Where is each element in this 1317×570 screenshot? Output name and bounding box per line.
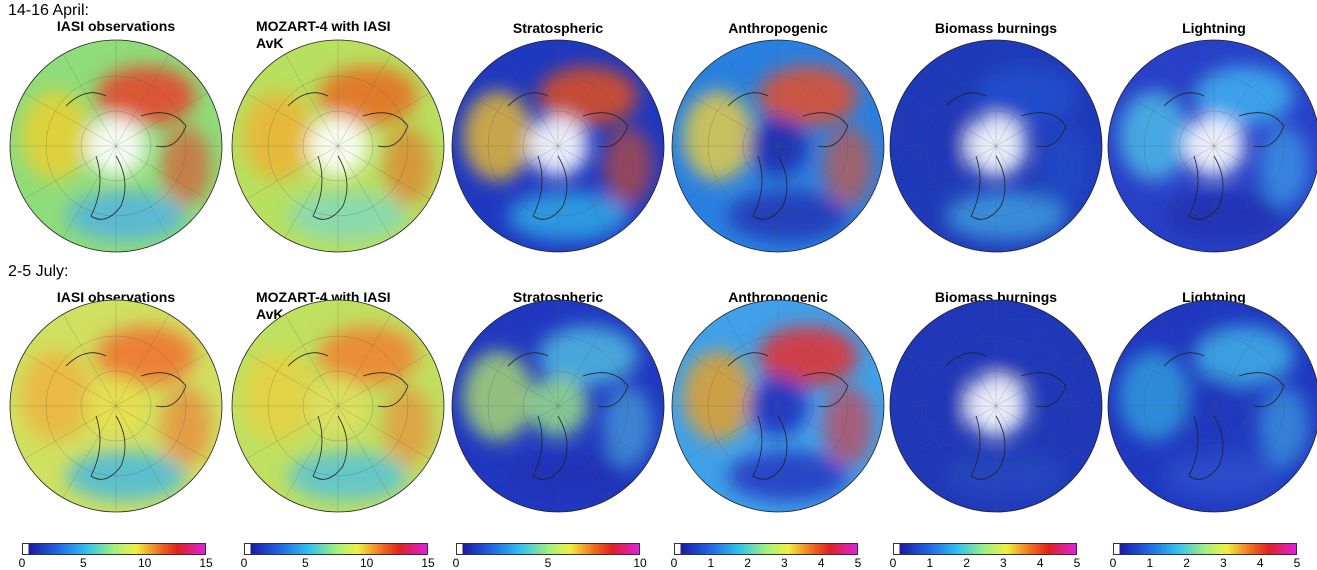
colorbar-tick-label: 3 <box>1220 556 1227 570</box>
colorbar-tick-label: 1 <box>1146 556 1154 570</box>
colorbar-tick-label: 10 <box>137 556 152 570</box>
panel-title-1-0: IASI observations <box>10 289 222 306</box>
colorbar-tick-label: 4 <box>817 556 825 570</box>
colorbar-tick-label: 1 <box>926 556 934 570</box>
colorbar-tick-label: 5 <box>301 556 309 570</box>
polar-map-1-5 <box>1107 299 1317 513</box>
panel-title-0-5: Lightning <box>1108 20 1317 37</box>
polar-map-1-4 <box>889 299 1103 513</box>
colorbar-tick-label: 0 <box>1109 556 1117 570</box>
panel-title-0-4: Biomass burnings <box>890 20 1102 37</box>
colorbar-0 <box>22 543 206 555</box>
polar-map-0-2 <box>451 39 665 253</box>
panel-title-line1: MOZART-4 with IASI <box>256 289 391 305</box>
panel-title-line2: AvK <box>256 306 284 322</box>
polar-map-1-1 <box>231 299 445 513</box>
polar-map-1-0 <box>9 299 223 513</box>
row-label-april: 14-16 April: <box>8 2 89 19</box>
colorbar-tick-label: 0 <box>18 556 26 570</box>
polar-map-0-3 <box>671 39 885 253</box>
colorbar-tick-label: 2 <box>1183 556 1190 570</box>
colorbar-tick-label: 0 <box>240 556 248 570</box>
colorbar-4 <box>893 543 1077 555</box>
polar-map-0-4 <box>889 39 1103 253</box>
panel-title-0-2: Stratospheric <box>452 20 664 37</box>
panel-title-line1: Biomass burnings <box>934 289 1058 305</box>
colorbar-tick-label: 15 <box>421 556 435 570</box>
polar-map-0-0 <box>9 39 223 253</box>
colorbar-tick-label: 2 <box>963 556 970 570</box>
polar-map-0-5 <box>1107 39 1317 253</box>
polar-map-0-1 <box>231 39 445 253</box>
colorbar-tick-label: 5 <box>1073 556 1081 570</box>
colorbar-tick-label: 0 <box>889 556 897 570</box>
panel-title-line2: AvK <box>256 35 284 51</box>
colorbar-5 <box>1113 543 1297 555</box>
polar-map-1-2 <box>451 299 665 513</box>
colorbar-tick-label: 10 <box>359 556 374 570</box>
panel-title-line1: Biomass burnings <box>934 20 1058 36</box>
colorbar-tick-label: 3 <box>1000 556 1007 570</box>
colorbar-tick-label: 5 <box>854 556 862 570</box>
colorbar-tick-label: 5 <box>79 556 87 570</box>
panel-title-0-3: Anthropogenic <box>672 20 884 37</box>
row-label-july: 2-5 July: <box>8 263 69 280</box>
colorbar-1 <box>244 543 428 555</box>
panel-title-1-2: Stratospheric <box>452 289 664 306</box>
panel-title-line1: IASI observations <box>56 289 176 305</box>
panel-title-line1: Stratospheric <box>512 20 604 36</box>
panel-title-line1: Lightning <box>1182 20 1246 36</box>
panel-title-line1: IASI observations <box>56 18 176 34</box>
colorbar-tick-label: 0 <box>670 556 678 570</box>
colorbar-tick-label: 5 <box>544 556 552 570</box>
colorbar-tick-label: 1 <box>707 556 715 570</box>
colorbar-tick-label: 0 <box>452 556 460 570</box>
colorbar-3 <box>674 543 858 555</box>
colorbar-tick-label: 3 <box>781 556 788 570</box>
colorbar-tick-label: 15 <box>199 556 213 570</box>
colorbar-2 <box>456 543 640 555</box>
colorbar-tick-label: 5 <box>1293 556 1301 570</box>
panel-title-1-4: Biomass burnings <box>890 289 1102 306</box>
panel-title-line1: Anthropogenic <box>728 20 828 36</box>
panel-title-0-0: IASI observations <box>10 18 222 35</box>
panel-title-line1: Stratospheric <box>512 289 604 305</box>
panel-title-line1: Anthropogenic <box>728 289 828 305</box>
panel-title-1-3: Anthropogenic <box>672 289 884 306</box>
polar-map-1-3 <box>671 299 885 513</box>
colorbar-tick-label: 10 <box>633 556 647 570</box>
colorbar-tick-label: 2 <box>744 556 751 570</box>
colorbar-tick-label: 4 <box>1036 556 1044 570</box>
panel-title-line1: MOZART-4 with IASI <box>256 18 391 34</box>
colorbar-tick-label: 4 <box>1256 556 1264 570</box>
panel-title-1-1: MOZART-4 with IASI AvK <box>256 289 446 323</box>
panel-title-0-1: MOZART-4 with IASI AvK <box>256 18 446 52</box>
